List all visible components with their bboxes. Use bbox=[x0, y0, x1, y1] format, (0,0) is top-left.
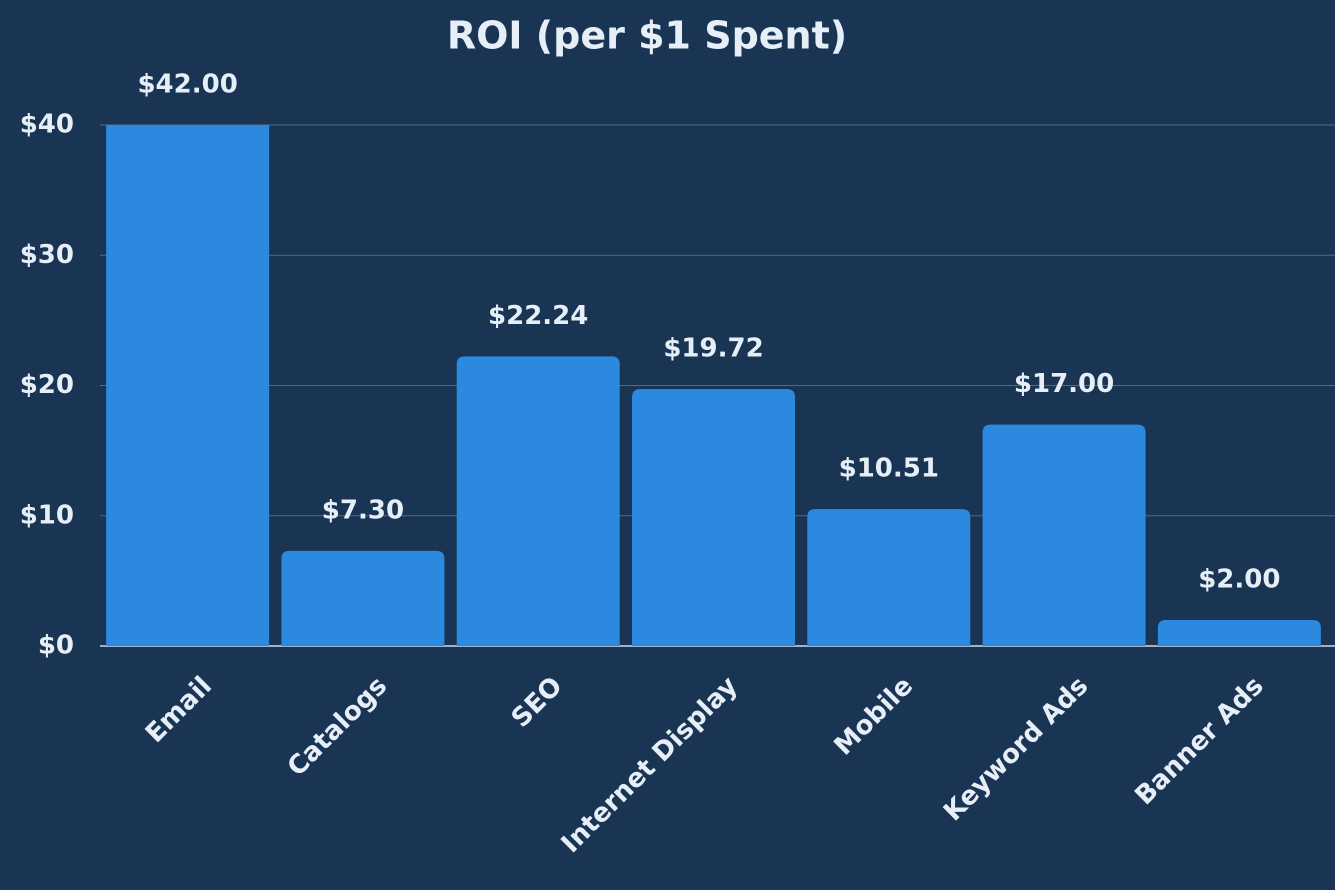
value-label: $42.00 bbox=[137, 70, 237, 100]
y-tick-label: $40 bbox=[20, 110, 74, 140]
y-tick-label: $20 bbox=[20, 370, 74, 400]
bar bbox=[807, 509, 971, 646]
bar bbox=[281, 550, 445, 646]
value-label: $7.30 bbox=[322, 495, 404, 525]
value-label: $22.24 bbox=[488, 301, 588, 331]
y-tick-label: $10 bbox=[20, 500, 74, 530]
bar bbox=[982, 424, 1146, 646]
value-label: $10.51 bbox=[839, 454, 939, 484]
value-label: $2.00 bbox=[1198, 564, 1280, 594]
chart-title: ROI (per $1 Spent) bbox=[447, 14, 847, 58]
y-tick-label: $0 bbox=[38, 631, 74, 661]
bar bbox=[632, 389, 795, 646]
value-label: $19.72 bbox=[663, 334, 763, 364]
bar bbox=[1157, 619, 1321, 646]
bar bbox=[456, 356, 620, 646]
value-label: $17.00 bbox=[1014, 369, 1114, 399]
y-tick-label: $30 bbox=[20, 240, 74, 270]
bar bbox=[106, 125, 270, 646]
